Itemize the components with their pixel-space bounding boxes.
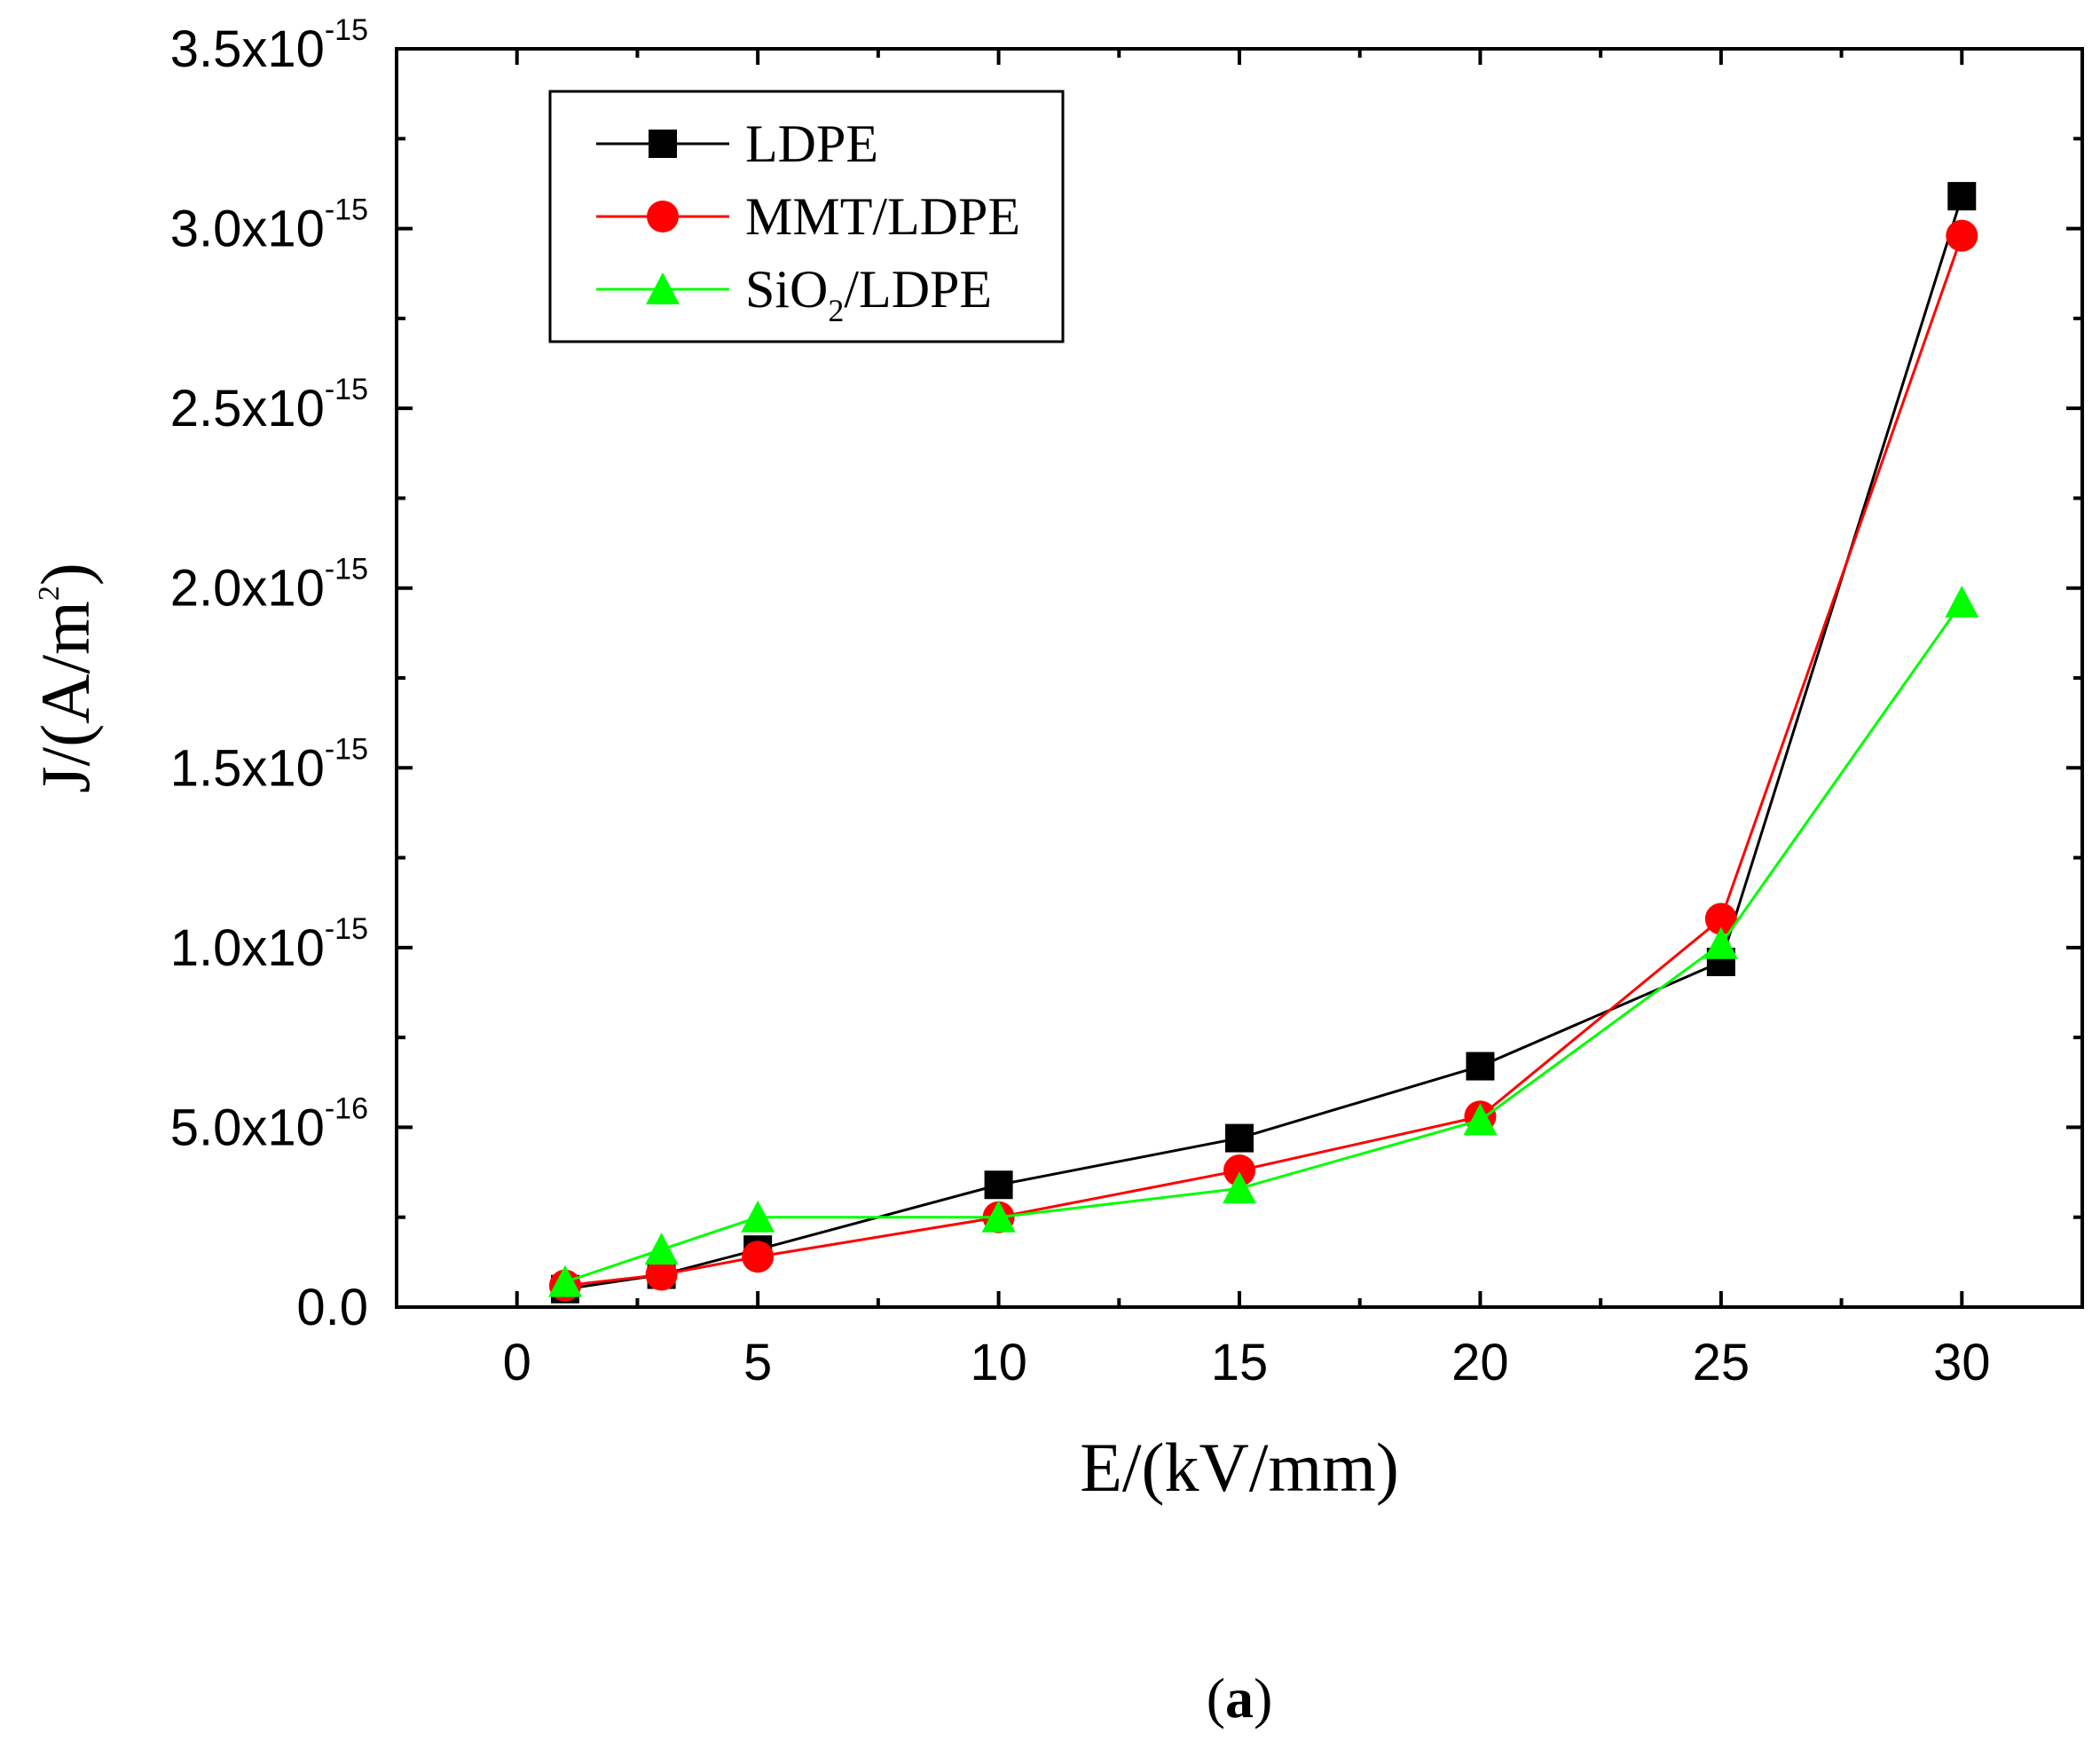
data-point <box>1466 1052 1495 1081</box>
data-point <box>1225 1123 1254 1153</box>
y-tick-label: 1.0x10-15 <box>170 912 368 977</box>
data-point <box>742 1241 775 1273</box>
y-tick-label: 3.0x10-15 <box>170 193 368 258</box>
series-line <box>564 602 1963 1284</box>
x-tick-label: 30 <box>1933 1334 1991 1391</box>
data-point <box>1946 219 1978 252</box>
data-point <box>981 1200 1016 1233</box>
data-point <box>1223 1154 1255 1187</box>
x-tick-label: 10 <box>970 1334 1027 1391</box>
data-point <box>1463 1103 1498 1136</box>
y-tick-label: 5.0x10-16 <box>170 1091 368 1156</box>
x-tick-labels: 0 5 10 15 20 25 30 <box>503 1334 1991 1391</box>
data-point <box>1703 926 1738 959</box>
panel-label: (a) <box>1207 1666 1273 1729</box>
legend-item: MMT/LDPE <box>596 187 1020 246</box>
y-tick-label: 0.0 <box>296 1279 368 1336</box>
data-point <box>1945 585 1979 618</box>
legend-marker <box>646 272 680 304</box>
series-sio2-ldpe <box>548 585 1979 1297</box>
series-layer <box>548 182 1979 1304</box>
series-line <box>564 235 1963 1288</box>
series-line <box>564 195 1963 1291</box>
data-point <box>548 1264 582 1297</box>
legend-item: LDPE <box>596 114 878 173</box>
legend-label: MMT/LDPE <box>745 187 1020 246</box>
data-point <box>741 1200 775 1233</box>
y-tick-labels: 0.0 5.0x10-16 1.0x10-15 1.5x10-15 2.0x10-15 2… <box>170 13 368 1336</box>
legend-label: LDPE <box>745 114 878 173</box>
legend-label: SiO2/LDPE <box>745 260 992 328</box>
data-point <box>1947 182 1977 211</box>
legend-marker <box>647 201 679 232</box>
plot-frame <box>395 47 2084 1309</box>
legend: LDPE MMT/LDPE SiO2/LDPE <box>548 90 1065 343</box>
data-point <box>644 1233 679 1265</box>
series-mmt-ldpe <box>549 219 1978 1302</box>
series-ldpe <box>551 182 1977 1304</box>
x-tick-label: 0 <box>503 1334 531 1391</box>
y-tick-label: 2.5x10-15 <box>170 373 368 437</box>
y-tick-label: 3.5x10-15 <box>170 13 368 78</box>
data-point <box>1223 1171 1256 1204</box>
data-point <box>645 1258 678 1291</box>
y-tick-label: 2.0x10-15 <box>170 553 368 618</box>
data-point <box>984 1170 1013 1200</box>
x-tick-label: 15 <box>1211 1334 1269 1391</box>
x-tick-label: 20 <box>1451 1334 1509 1391</box>
data-point <box>1704 902 1737 935</box>
y-tick-label: 1.5x10-15 <box>170 732 368 797</box>
x-tick-label: 25 <box>1693 1334 1750 1391</box>
legend-item: SiO2/LDPE <box>596 260 992 328</box>
x-tick-label: 5 <box>743 1334 772 1391</box>
x-axis-title: E/(kV/mm) <box>1080 1429 1399 1506</box>
legend-marker <box>649 130 677 158</box>
y-axis-title: J/(A/m2) <box>27 563 104 793</box>
